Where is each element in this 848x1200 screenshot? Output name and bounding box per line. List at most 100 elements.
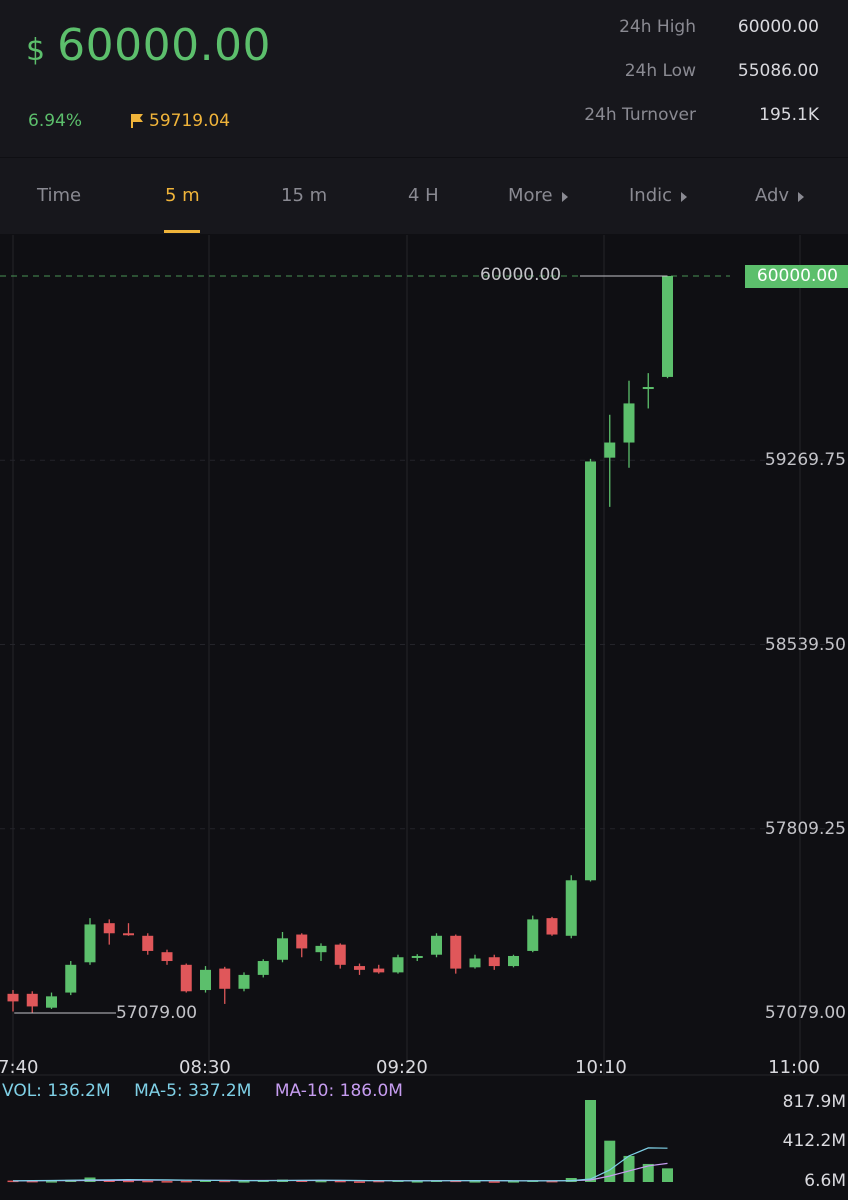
volume-bar bbox=[238, 1181, 250, 1183]
price-axis-label: 58539.50 bbox=[764, 635, 846, 655]
volume-axis-label: 412.2M bbox=[782, 1131, 846, 1151]
change-percent: 6.94% bbox=[28, 111, 83, 131]
tab-4h[interactable]: 4 H bbox=[408, 158, 439, 234]
last-price-row: $ 60000.00 bbox=[26, 20, 271, 71]
time-axis-label: 08:30 bbox=[179, 1057, 231, 1078]
candle-body bbox=[431, 935, 442, 955]
candle-body bbox=[46, 996, 57, 1008]
volume-bar bbox=[354, 1181, 365, 1183]
volume-bar bbox=[315, 1180, 327, 1183]
time-axis-label: 09:20 bbox=[376, 1057, 428, 1078]
caret-right-icon bbox=[681, 192, 688, 202]
candle-body bbox=[219, 968, 231, 989]
tab-15m[interactable]: 15 m bbox=[281, 158, 327, 234]
candle-body bbox=[469, 958, 481, 968]
stat-low-label: 24h Low bbox=[624, 61, 696, 81]
active-tab-underline bbox=[164, 230, 200, 233]
candle-body bbox=[642, 387, 654, 390]
candle-body bbox=[84, 924, 96, 963]
flag-icon bbox=[131, 114, 143, 128]
high-marker-label: 60000.00 bbox=[480, 265, 562, 285]
stat-high-label: 24h High bbox=[619, 17, 696, 37]
volume-bar bbox=[26, 1180, 38, 1183]
volume-bar bbox=[604, 1140, 616, 1182]
caret-right-icon bbox=[561, 192, 568, 202]
volume-bar bbox=[296, 1180, 308, 1182]
candle-body bbox=[200, 969, 211, 991]
stat-high-value: 60000.00 bbox=[737, 17, 819, 37]
volume-bar bbox=[411, 1181, 423, 1183]
mark-price: 59719.04 bbox=[130, 111, 230, 131]
stat-low-value: 55086.00 bbox=[737, 61, 819, 81]
candle-body bbox=[296, 934, 308, 949]
interval-tabs: Time 5 m 15 m 4 H More Indic Adv bbox=[0, 158, 848, 234]
candle-body bbox=[142, 935, 154, 951]
candle-body bbox=[604, 442, 616, 458]
volume-bar bbox=[508, 1181, 519, 1183]
tab-label: Time bbox=[37, 185, 82, 206]
volume-indicator-legend: VOL: 136.2M MA-5: 337.2M MA-10: 186.0M bbox=[2, 1081, 421, 1101]
tab-advanced[interactable]: Adv bbox=[755, 158, 805, 234]
ma5-line bbox=[12, 1147, 668, 1182]
tab-label: Indic bbox=[629, 185, 673, 206]
currency-symbol: $ bbox=[26, 33, 46, 68]
volume-bar bbox=[123, 1180, 134, 1183]
candle-body bbox=[508, 955, 519, 967]
ma5-value: MA-5: 337.2M bbox=[134, 1081, 252, 1101]
volume-bar bbox=[546, 1180, 558, 1183]
tab-label: More bbox=[508, 185, 553, 206]
tab-5m[interactable]: 5 m bbox=[165, 158, 200, 234]
ma10-value: MA-10: 186.0M bbox=[274, 1081, 403, 1101]
candle-body bbox=[7, 993, 19, 1002]
volume-bar bbox=[161, 1181, 173, 1183]
volume-bar bbox=[642, 1163, 654, 1182]
time-axis-label: 11:00 bbox=[768, 1057, 820, 1078]
candle-body bbox=[123, 933, 134, 936]
volume-bar bbox=[662, 1168, 673, 1182]
candle-body bbox=[585, 461, 596, 881]
candle-body bbox=[450, 935, 462, 969]
tab-time[interactable]: Time bbox=[37, 158, 81, 234]
volume-bar bbox=[623, 1155, 635, 1182]
candle-body bbox=[334, 944, 346, 965]
candle-body bbox=[257, 961, 269, 975]
chart-canvas[interactable] bbox=[0, 235, 848, 1200]
volume-bar bbox=[450, 1180, 462, 1183]
candle-body bbox=[315, 945, 327, 953]
time-axis-label: 7:40 bbox=[0, 1057, 39, 1078]
candle-body bbox=[373, 968, 385, 973]
time-axis-label: 10:10 bbox=[575, 1057, 627, 1078]
volume-bar bbox=[46, 1181, 57, 1183]
candle-body bbox=[488, 957, 500, 967]
volume-bar bbox=[180, 1180, 192, 1183]
candle-body bbox=[411, 955, 423, 958]
volume-bar bbox=[7, 1180, 19, 1183]
vol-value: VOL: 136.2M bbox=[2, 1081, 111, 1101]
volume-bar bbox=[142, 1180, 154, 1183]
candle-body bbox=[546, 918, 558, 935]
tab-more[interactable]: More bbox=[508, 158, 568, 234]
volume-bar bbox=[200, 1179, 211, 1182]
caret-right-icon bbox=[798, 192, 805, 202]
candle-body bbox=[103, 923, 115, 934]
candle-body bbox=[277, 938, 288, 960]
candlestick-chart[interactable]: 60000.00 60000.00 57079.00 59269.75 5853… bbox=[0, 235, 848, 1200]
ticker-header: $ 60000.00 6.94% 59719.04 24h High 60000… bbox=[0, 0, 848, 157]
candle-body bbox=[623, 403, 635, 443]
tab-label: Adv bbox=[755, 185, 790, 206]
price-axis-label: 57809.25 bbox=[764, 819, 846, 839]
volume-bar bbox=[585, 1100, 596, 1182]
tab-indicators[interactable]: Indic bbox=[629, 158, 688, 234]
mark-price-value: 59719.04 bbox=[149, 111, 231, 131]
volume-bar bbox=[219, 1180, 231, 1183]
last-price-tag: 60000.00 bbox=[744, 265, 848, 288]
candle-body bbox=[161, 952, 173, 962]
candle-body bbox=[26, 993, 38, 1007]
last-price: 60000.00 bbox=[57, 20, 272, 71]
candle-body bbox=[180, 964, 192, 992]
stat-turnover-label: 24h Turnover bbox=[584, 105, 696, 125]
volume-bar bbox=[488, 1181, 500, 1183]
price-axis-label: 57079.00 bbox=[764, 1003, 846, 1023]
volume-bar bbox=[469, 1181, 481, 1183]
candle-body bbox=[662, 276, 673, 377]
